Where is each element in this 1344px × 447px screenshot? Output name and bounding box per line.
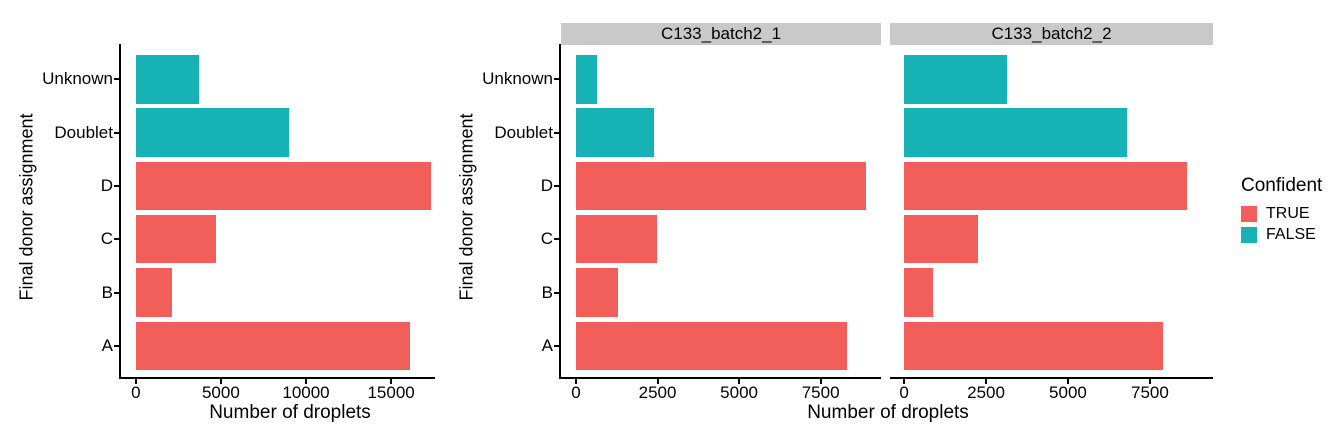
- category-label-c: C: [100, 229, 113, 249]
- x-axis-line: [119, 377, 435, 379]
- x-tick-7500: [819, 379, 822, 384]
- bar-C133_batch2_2-doublet: [904, 108, 1127, 157]
- bar-C133_batch2_2-a: [904, 321, 1163, 371]
- x-tick-2500: [985, 379, 988, 384]
- y-tick-a: [113, 344, 119, 347]
- legend-swatch-true: [1241, 206, 1257, 222]
- bar-C133_batch2_1-a: [576, 321, 848, 371]
- x-tick-label-2500: 2500: [967, 383, 1005, 402]
- bar-C133_batch2_2-b: [904, 268, 933, 317]
- y-tick-doublet: [113, 131, 119, 134]
- x-tick-label-5000: 5000: [720, 383, 759, 402]
- x-tick-5000: [219, 379, 222, 384]
- y-tick-b: [553, 291, 559, 294]
- category-label-b: B: [101, 282, 113, 302]
- bar-overall-b: [135, 268, 172, 317]
- y-tick-unknown: [553, 78, 559, 81]
- bar-overall-a: [135, 321, 410, 371]
- y-tick-c: [553, 238, 559, 241]
- bar-C133_batch2_1-b: [576, 268, 618, 317]
- x-tick-0: [575, 379, 577, 384]
- y-tick-c: [113, 238, 119, 241]
- bar-C133_batch2_2-c: [904, 214, 979, 264]
- bar-C133_batch2_1-doublet: [576, 108, 654, 157]
- x-tick-label-7500: 7500: [801, 383, 840, 402]
- bar-C133_batch2_2-d: [904, 161, 1187, 211]
- x-axis-line: [890, 377, 1213, 379]
- y-tick-d: [553, 184, 559, 187]
- bar-overall-d: [135, 161, 432, 211]
- legend-label-true: TRUE: [1266, 205, 1310, 222]
- x-tick-label-5000: 5000: [201, 383, 240, 402]
- category-label-a: A: [541, 335, 553, 355]
- x-tick-label-15000: 15000: [367, 383, 415, 402]
- legend-item-false: FALSE: [1241, 225, 1322, 243]
- x-tick-10000: [305, 379, 307, 384]
- y-axis-line: [559, 44, 561, 379]
- x-tick-label-5000: 5000: [1049, 383, 1087, 402]
- bar-C133_batch2_2-unknown: [904, 55, 1007, 104]
- y-tick-d: [113, 184, 119, 187]
- y-tick-b: [113, 291, 119, 294]
- facet-strip-label: C133_batch2_2: [991, 24, 1112, 43]
- x-tick-2500: [656, 379, 659, 384]
- bar-C133_batch2_1-d: [576, 161, 867, 211]
- category-label-d: D: [100, 175, 113, 195]
- x-tick-0: [134, 379, 137, 384]
- y-tick-doublet: [553, 131, 559, 134]
- category-label-doublet: Doublet: [494, 122, 553, 142]
- x-axis-line: [559, 377, 881, 379]
- x-tick-15000: [390, 379, 393, 384]
- legend: Confident TRUE FALSE: [1241, 176, 1322, 243]
- x-tick-label-0: 0: [571, 383, 581, 402]
- bar-overall-doublet: [135, 108, 290, 157]
- x-tick-label-10000: 10000: [282, 383, 330, 402]
- category-label-unknown: Unknown: [482, 69, 553, 89]
- bar-C133_batch2_1-c: [576, 214, 658, 264]
- y-tick-unknown: [113, 78, 119, 81]
- legend-label-false: FALSE: [1266, 225, 1316, 243]
- category-label-doublet: Doublet: [54, 122, 113, 142]
- y-axis-line: [119, 44, 121, 379]
- category-label-unknown: Unknown: [42, 69, 113, 89]
- x-tick-7500: [1148, 379, 1151, 384]
- legend-title: Confident: [1241, 175, 1323, 196]
- y-tick-a: [553, 344, 559, 347]
- legend-item-true: TRUE: [1241, 206, 1322, 222]
- x-tick-label-7500: 7500: [1130, 383, 1169, 402]
- facet-strip-label: C133_batch2_1: [660, 24, 782, 43]
- category-label-c: C: [540, 229, 553, 249]
- category-label-d: D: [540, 175, 553, 195]
- x-tick-5000: [738, 379, 741, 384]
- bar-C133_batch2_1-unknown: [576, 55, 598, 104]
- x-tick-label-2500: 2500: [638, 383, 677, 402]
- legend-swatch-false: [1241, 226, 1257, 243]
- x-tick-5000: [1066, 379, 1069, 384]
- x-tick-label-0: 0: [131, 383, 141, 402]
- x-axis-title: Number of droplets: [807, 402, 969, 423]
- category-label-b: B: [541, 282, 553, 302]
- category-label-a: A: [101, 335, 113, 355]
- bar-overall-c: [135, 214, 216, 264]
- x-axis-title: Number of droplets: [209, 402, 371, 423]
- facet-strip: [890, 23, 1213, 45]
- bar-overall-unknown: [135, 55, 200, 104]
- x-tick-0: [903, 379, 906, 384]
- x-tick-label-0: 0: [899, 383, 909, 402]
- facet-strip: [561, 23, 881, 45]
